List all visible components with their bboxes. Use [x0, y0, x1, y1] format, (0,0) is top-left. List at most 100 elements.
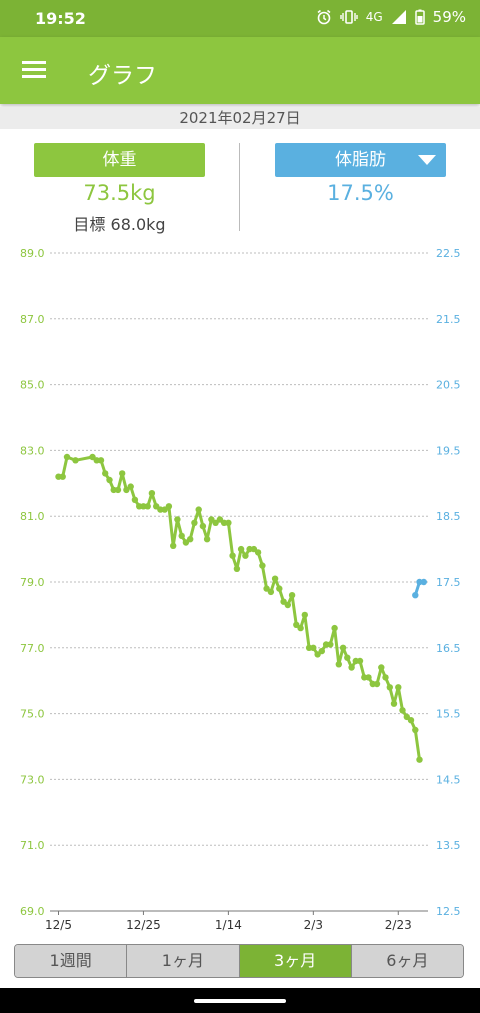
weight-data-point [106, 476, 113, 484]
weight-data-point [348, 664, 355, 671]
weight-data-point [97, 457, 105, 464]
weight-data-point [382, 674, 389, 681]
tab-1-week[interactable]: 1週間 [15, 945, 128, 977]
weight-data-point [335, 661, 342, 668]
weight-data-point [237, 545, 245, 553]
weight-data-point [399, 707, 406, 714]
body-fat-data-point [420, 578, 427, 586]
weight-data-point [254, 549, 262, 556]
weight-data-point [284, 601, 291, 609]
weight-data-point [127, 483, 134, 490]
y-right-tick-label: 17.5 [436, 576, 461, 589]
y-right-tick-label: 19.5 [436, 444, 461, 457]
weight-data-point [199, 522, 207, 530]
vibrate-icon [340, 10, 358, 24]
x-tick-label: 2/23 [385, 918, 412, 932]
tab-3-months[interactable]: 3ヶ月 [239, 945, 352, 977]
weight-data-point [407, 717, 415, 724]
weight-data-point [327, 641, 334, 648]
y-left-tick-label: 83.0 [20, 444, 45, 457]
weight-data-point [331, 624, 338, 632]
weight-data-point [276, 585, 283, 592]
home-handle[interactable] [194, 999, 286, 1003]
battery-icon [414, 9, 425, 25]
y-right-tick-label: 12.5 [436, 905, 461, 918]
weight-data-point [165, 503, 173, 510]
menu-icon[interactable] [22, 61, 46, 79]
y-left-tick-label: 81.0 [20, 510, 45, 523]
weight-data-point [114, 486, 122, 494]
tab-6-months[interactable]: 6ヶ月 [351, 945, 463, 977]
y-right-tick-label: 20.5 [436, 379, 461, 392]
weight-data-point [59, 473, 66, 480]
body-fat-value: 17.5% [327, 181, 394, 205]
weight-data-point [144, 503, 151, 510]
status-icons: 4G 59% [316, 8, 466, 26]
weight-data-point [225, 519, 232, 526]
date-label: 2021年02月27日 [0, 107, 480, 129]
weight-data-point [356, 657, 364, 665]
y-right-tick-label: 22.5 [436, 247, 461, 260]
panel-divider [239, 143, 240, 231]
weight-data-point [170, 542, 177, 549]
weight-data-point [344, 654, 351, 661]
network-label: 4G [365, 10, 383, 24]
y-right-tick-label: 18.5 [436, 510, 461, 523]
y-left-tick-label: 85.0 [20, 379, 45, 392]
weight-data-point [72, 457, 79, 464]
y-right-tick-label: 15.5 [436, 708, 461, 721]
weight-data-point [271, 575, 279, 582]
system-nav-bar [0, 988, 480, 1013]
status-time: 19:52 [35, 9, 86, 28]
weight-data-point [365, 674, 372, 681]
weight-series-line [58, 455, 421, 760]
tab-1-month[interactable]: 1ヶ月 [127, 945, 240, 977]
weight-data-point [412, 726, 419, 734]
weight-data-point [288, 592, 296, 599]
x-tick-label: 1/14 [215, 918, 242, 932]
weight-data-point [195, 506, 202, 513]
weight-data-point [310, 644, 317, 651]
weight-data-point [229, 552, 236, 559]
weight-data-point [297, 624, 304, 632]
weight-data-point [148, 490, 156, 497]
body-fat-label: 体脂肪 [335, 150, 386, 170]
status-bar: 19:52 4G 59% [0, 0, 480, 37]
weight-data-point [390, 700, 398, 707]
x-tick-label: 12/5 [45, 918, 72, 932]
weight-button[interactable]: 体重 [34, 143, 205, 177]
app-bar: グラフ [0, 37, 480, 104]
y-left-tick-label: 77.0 [20, 642, 45, 655]
weight-data-point [187, 536, 194, 543]
weight-data-point [63, 453, 71, 461]
weight-data-point [174, 516, 181, 523]
weight-data-point [203, 536, 211, 543]
dropdown-arrow-icon [418, 155, 436, 165]
weight-data-point [318, 647, 325, 655]
weight-data-point [373, 680, 381, 688]
weight-data-point [191, 519, 198, 526]
signal-icon [391, 10, 406, 24]
y-left-tick-label: 73.0 [20, 773, 45, 786]
y-left-tick-label: 79.0 [20, 576, 45, 589]
page-title: グラフ [88, 63, 157, 89]
weight-data-point [119, 470, 126, 477]
y-left-tick-label: 87.0 [20, 313, 45, 326]
y-right-tick-label: 13.5 [436, 839, 461, 852]
weight-goal: 目標 68.0kg [73, 215, 166, 234]
weight-chart: 89.0 22.5 87.0 21.5 85.0 20.5 83.0 19.5 81.0 18.5… [0, 238, 480, 938]
body-fat-data-point [412, 592, 419, 599]
y-left-tick-label: 89.0 [20, 247, 45, 260]
body-fat-dropdown[interactable]: 体脂肪 [275, 143, 446, 177]
y-left-tick-label: 75.0 [20, 708, 45, 721]
weight-data-point [233, 565, 241, 572]
weight-data-point [395, 684, 402, 691]
weight-data-point [131, 496, 139, 503]
weight-data-point [339, 644, 347, 651]
y-right-tick-label: 21.5 [436, 313, 461, 326]
weight-data-point [259, 562, 266, 569]
summary-panel: 体重 73.5kg 目標 68.0kg 体脂肪 17.5% [0, 143, 480, 234]
weight-data-point [301, 611, 308, 619]
y-right-tick-label: 14.5 [436, 773, 461, 786]
battery-level: 59% [432, 8, 466, 26]
